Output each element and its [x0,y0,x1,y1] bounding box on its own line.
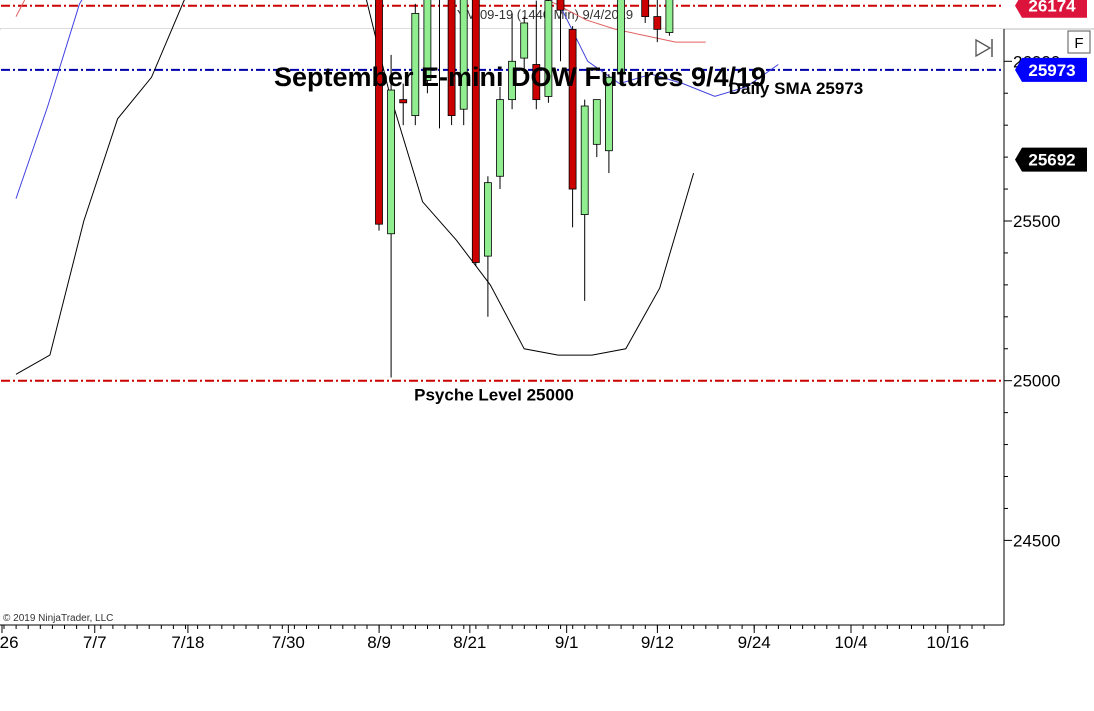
candle [459,0,468,126]
x-tick-label: 6/26 [0,633,19,652]
candle [399,83,408,126]
candle [520,16,529,75]
candle-body [459,0,468,110]
price-badge-label: 25692 [1028,151,1075,170]
candle [532,0,541,110]
candle [617,0,625,75]
x-tick-label: 7/18 [171,633,204,652]
candle [544,0,553,103]
price-badge-bg [1015,57,1087,82]
x-tick-label: 7/7 [83,633,107,652]
x-tick-label: 9/24 [738,633,771,652]
candle [653,0,662,43]
level-label: Bollinger MP 26174 [717,0,873,1]
horizontal-levels [1,4,1004,382]
x-tick-label: 10/16 [927,633,970,652]
level-label: Daily SMA 25973 [729,79,864,98]
candlesticks [375,0,674,378]
candle-body [447,0,456,116]
candle [641,0,650,23]
candle [447,0,456,126]
y-tick-label: 25500 [1013,212,1060,231]
bollinger-middle-line [15,0,706,43]
candle [411,3,420,126]
x-axis: 6/26 7/7 7/18 7/30 8/9 8/21 9/1 9/12 9/24 10/4 10/… [0,625,985,652]
candle-body [665,0,674,33]
candle-body [471,0,480,263]
copyright-text: © 2019 NinjaTrader, LLC [3,613,113,624]
f-button[interactable]: F [1067,30,1091,54]
candle-body [605,76,613,152]
candle-body [411,12,420,116]
candle [387,54,396,378]
candle [605,74,613,174]
f-button-label: F [1074,35,1083,52]
candle-body [532,64,541,101]
x-tick-label: 10/4 [834,633,867,652]
y-tick-label: 24500 [1013,531,1060,550]
candle [483,176,492,317]
candle-body [592,99,601,145]
candle [568,26,577,228]
candle [665,0,674,36]
x-tick-label: 9/1 [555,633,579,652]
skip-to-end-icon[interactable] [970,36,1000,60]
bollinger-lower-line [15,0,695,375]
price-badge-bg [1015,147,1087,172]
y-axis: 24500250002550026000265002700027500 [1004,52,1060,550]
price-badges: 2665526312261742597325692 [1015,0,1087,172]
candle [375,0,383,231]
x-tick-label: 9/12 [641,633,674,652]
candle-body [387,89,396,235]
x-tick-label: 8/21 [453,633,486,652]
candle-body [641,0,650,17]
price-badge: 25973 [1015,57,1087,82]
level-labels: Swing High 2739662% Current Wave 26408Bo… [414,0,873,405]
candle-body [556,0,565,11]
candle-body [483,182,492,257]
candle [471,0,480,266]
bollinger-bands [15,0,779,375]
candle-body [653,16,662,30]
candle-body [496,99,504,177]
price-badge-bg [1015,0,1087,18]
price-badge: 26174 [1015,0,1087,18]
candle-body [423,0,432,81]
candle [423,0,432,94]
candle-body [520,22,529,59]
candle [580,99,589,301]
candle [496,86,504,190]
candle-body [375,0,383,225]
candle-body [544,0,553,97]
candle [508,13,517,110]
price-badge: 25692 [1015,147,1087,172]
x-tick-label: 7/30 [272,633,305,652]
candle-body [568,28,577,190]
candle-body [399,99,408,104]
candle-body [508,60,517,101]
candle [592,99,601,158]
candle-body [580,105,589,216]
candle [439,0,440,129]
candle [556,0,565,62]
sma-line [15,0,779,199]
y-tick-label: 25000 [1013,372,1060,391]
candle-body [617,0,625,75]
level-label: Psyche Level 25000 [414,386,574,405]
x-tick-label: 8/9 [367,633,391,652]
price-badge-label: 25973 [1028,61,1075,80]
price-badge-label: 26174 [1028,0,1076,16]
chart-title: September E-mini DOW Futures 9/4/19 [274,62,766,92]
